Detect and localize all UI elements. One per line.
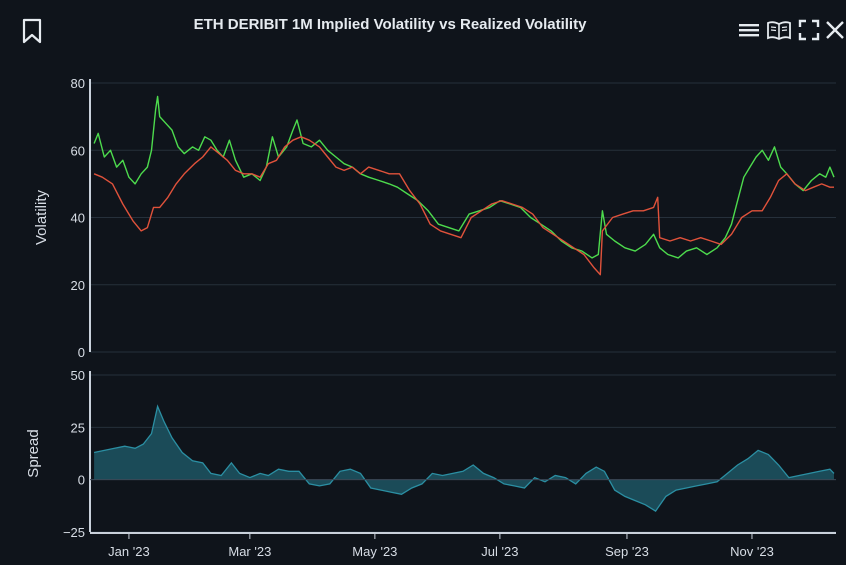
realized-volatility-line	[93, 136, 834, 276]
x-tick-label: Sep '23	[605, 544, 649, 559]
y-tick-label: 60	[71, 143, 85, 158]
x-tick-label: Jan '23	[108, 544, 150, 559]
x-tick-label: Nov '23	[730, 544, 774, 559]
book-icon[interactable]	[766, 16, 792, 44]
y-tick-label: 80	[71, 76, 85, 91]
y-axis-title: Spread	[25, 429, 42, 477]
y-tick-label: 0	[78, 473, 85, 488]
x-tick-label: Mar '23	[228, 544, 271, 559]
y-tick-label: 0	[78, 345, 85, 360]
spread-line	[93, 404, 835, 512]
y-tick-label: 40	[71, 211, 85, 226]
y-tick-label: 50	[71, 368, 85, 383]
chart-toolbar	[736, 16, 846, 46]
spread-area	[94, 406, 835, 512]
y-tick-label: 20	[71, 278, 85, 293]
y-tick-label: −25	[63, 525, 85, 540]
menu-icon[interactable]	[736, 16, 762, 44]
y-tick-label: 25	[71, 420, 85, 435]
x-tick-label: May '23	[352, 544, 397, 559]
implied-volatility-line	[93, 95, 835, 259]
x-tick-label: Jul '23	[481, 544, 518, 559]
chart-title: ETH DERIBIT 1M Implied Volatility vs Rea…	[193, 16, 587, 33]
close-icon[interactable]	[822, 16, 846, 44]
y-axis-title: Volatility	[33, 189, 50, 245]
fullscreen-icon[interactable]	[796, 16, 822, 44]
bookmark-icon[interactable]	[22, 18, 42, 44]
